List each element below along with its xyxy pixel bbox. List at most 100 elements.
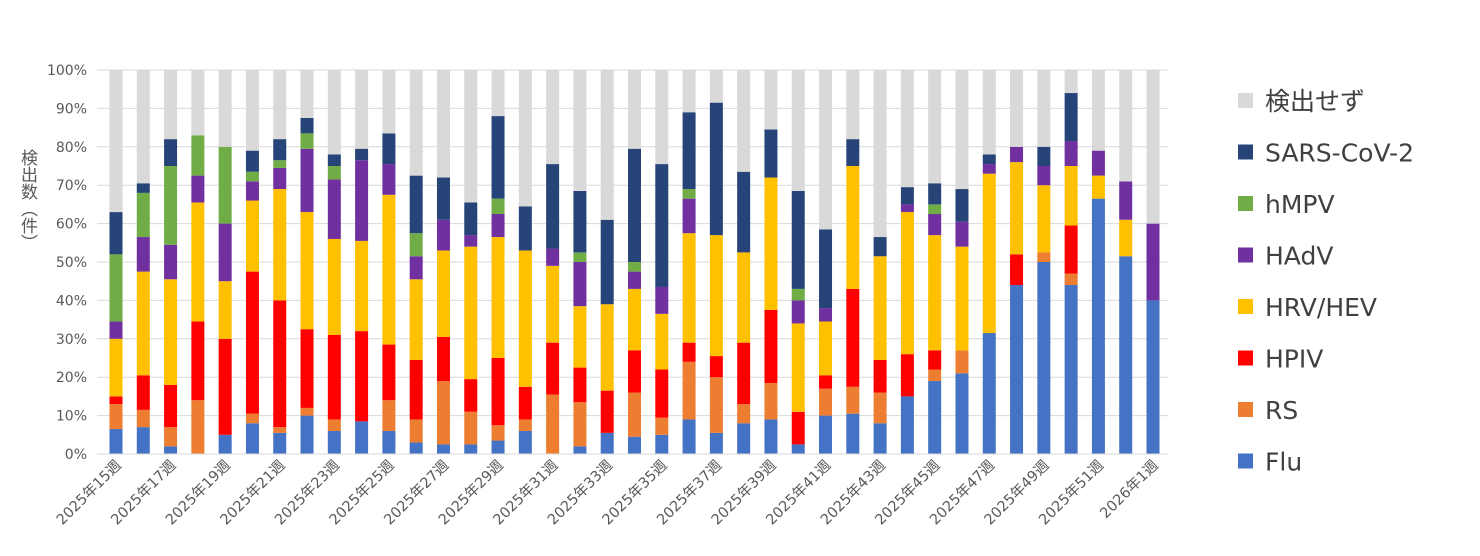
bar-segment-- bbox=[928, 70, 942, 184]
bar-segment-rs bbox=[109, 404, 123, 430]
bar-segment-hrv-hev bbox=[164, 279, 178, 385]
bar-segment-hrv-hev bbox=[764, 177, 778, 310]
bar-segment-flu bbox=[737, 423, 751, 454]
bar-segment-rs bbox=[273, 427, 287, 433]
bar-segment-- bbox=[791, 70, 805, 191]
legend-label: HAdV bbox=[1265, 242, 1333, 271]
bar-segment-hrv-hev bbox=[382, 194, 396, 345]
bar-segment-hrv-hev bbox=[136, 271, 150, 376]
bar-segment-flu bbox=[436, 444, 450, 454]
bar-stack bbox=[682, 70, 696, 454]
bar-segment-rs bbox=[136, 409, 150, 428]
bar-stack bbox=[982, 70, 996, 454]
bar-segment-hpiv bbox=[655, 369, 669, 418]
legend-label: hMPV bbox=[1265, 190, 1335, 219]
bar-segment-hpiv bbox=[273, 300, 287, 428]
bar-segment-flu bbox=[791, 444, 805, 454]
legend-label: SARS-CoV-2 bbox=[1265, 139, 1414, 168]
bar-segment-- bbox=[273, 70, 287, 140]
bar-segment-rs bbox=[1064, 273, 1078, 286]
bar-segment-hmpv bbox=[628, 262, 641, 272]
bar-segment-hmpv bbox=[491, 198, 505, 214]
bar-segment-flu bbox=[518, 430, 532, 454]
bar-segment-- bbox=[873, 70, 887, 238]
bar-segment-hpiv bbox=[436, 336, 450, 382]
bar-segment-hpiv bbox=[628, 350, 641, 393]
bar-segment-hrv-hev bbox=[191, 202, 205, 322]
bar-segment-hrv-hev bbox=[546, 265, 560, 343]
bar-segment-hadv bbox=[1146, 223, 1160, 301]
bar-stack bbox=[518, 70, 532, 454]
bar-segment-sars-cov-2 bbox=[600, 219, 614, 305]
bar-segment-hadv bbox=[1037, 166, 1051, 186]
bar-segment-hmpv bbox=[164, 166, 178, 245]
bar-segment-sars-cov-2 bbox=[109, 212, 123, 255]
bar-segment-hadv bbox=[136, 237, 150, 272]
bar-segment-hmpv bbox=[791, 288, 805, 301]
bar-segment-sars-cov-2 bbox=[928, 183, 942, 205]
bar-segment-- bbox=[218, 70, 232, 147]
bar-segment-- bbox=[245, 70, 259, 151]
bar-stack bbox=[955, 70, 969, 454]
bar-segment-- bbox=[1010, 70, 1024, 147]
bar-segment-hrv-hev bbox=[464, 246, 478, 380]
legend-label: RS bbox=[1265, 396, 1298, 425]
y-axis-ticks: 0% 10% 20% 30% 40% 50% 60% 70% 80% 90% 100% bbox=[47, 63, 87, 463]
bar-segment-- bbox=[900, 70, 914, 188]
bar-segment-flu bbox=[164, 446, 178, 454]
bar-segment-- bbox=[436, 70, 450, 178]
bar-stack bbox=[928, 70, 942, 454]
bar-segment-hmpv bbox=[327, 166, 341, 180]
bar-segment-hrv-hev bbox=[300, 212, 314, 330]
y-tick-label: 70% bbox=[56, 178, 87, 194]
bar-segment-hpiv bbox=[518, 386, 532, 420]
y-tick-label: 80% bbox=[56, 140, 87, 156]
bar-segment-hadv bbox=[628, 271, 641, 289]
bar-segment-sars-cov-2 bbox=[1064, 93, 1078, 142]
bar-segment-hmpv bbox=[928, 204, 942, 214]
bar-stack bbox=[436, 70, 450, 454]
bar-segment-- bbox=[1037, 70, 1051, 147]
bar-segment-flu bbox=[873, 423, 887, 454]
bar-segment-flu bbox=[409, 442, 423, 454]
y-tick-label: 10% bbox=[56, 409, 87, 425]
bar-stack bbox=[191, 70, 205, 454]
bar-stack bbox=[382, 70, 396, 454]
bar-segment-hrv-hev bbox=[327, 238, 341, 335]
bar-segment-hpiv bbox=[1010, 254, 1024, 286]
bar-segment-hrv-hev bbox=[791, 323, 805, 412]
bar-stack bbox=[164, 70, 178, 454]
bar-segment-sars-cov-2 bbox=[819, 229, 833, 309]
bar-segment-hrv-hev bbox=[573, 306, 587, 368]
bar-segment-hpiv bbox=[164, 384, 178, 428]
bar-segment-rs bbox=[682, 361, 696, 420]
bar-segment-sars-cov-2 bbox=[655, 164, 669, 287]
bar-segment-hadv bbox=[573, 262, 587, 307]
y-tick-label: 40% bbox=[56, 293, 87, 309]
bar-segment-rs bbox=[737, 404, 751, 424]
bar-segment-- bbox=[1064, 70, 1078, 94]
bar-segment-hrv-hev bbox=[1037, 185, 1051, 253]
legend-item: HRV/HEV bbox=[1238, 293, 1377, 322]
bar-stack bbox=[1064, 70, 1078, 454]
legend-item: Flu bbox=[1238, 448, 1302, 477]
bar-segment-flu bbox=[819, 415, 833, 454]
bar-segment-hadv bbox=[655, 286, 669, 314]
legend-label: HRV/HEV bbox=[1265, 293, 1377, 322]
bar-segment-hpiv bbox=[409, 359, 423, 420]
bar-segment-rs bbox=[436, 381, 450, 445]
bar-segment-flu bbox=[928, 381, 942, 454]
bar-stack bbox=[655, 70, 669, 454]
bar-stack bbox=[327, 70, 341, 454]
bar-stack bbox=[709, 70, 723, 454]
bar-segment-hmpv bbox=[573, 252, 587, 262]
bar-segment-hpiv bbox=[191, 321, 205, 401]
bar-segment-hrv-hev bbox=[436, 250, 450, 337]
bar-segment-- bbox=[409, 70, 423, 176]
bar-segment-flu bbox=[628, 436, 641, 454]
bar-segment-- bbox=[191, 70, 205, 136]
bar-segment-sars-cov-2 bbox=[982, 154, 996, 165]
bar-segment-hmpv bbox=[136, 192, 150, 238]
bar-segment-flu bbox=[573, 446, 587, 454]
bar-segment-flu bbox=[982, 333, 996, 454]
